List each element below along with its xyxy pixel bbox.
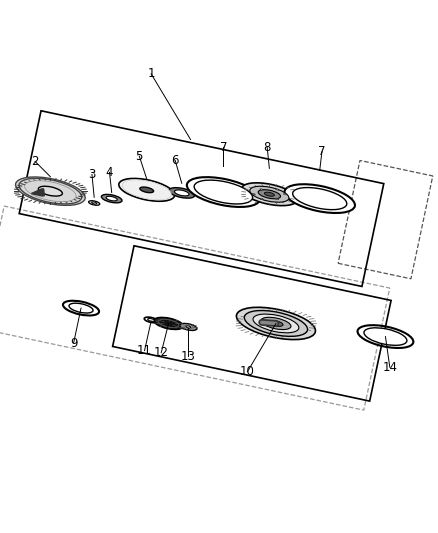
Ellipse shape xyxy=(276,189,279,190)
Text: 12: 12 xyxy=(154,346,169,359)
Ellipse shape xyxy=(69,303,93,313)
Ellipse shape xyxy=(140,187,154,192)
Text: 3: 3 xyxy=(88,168,95,181)
Ellipse shape xyxy=(258,190,281,199)
Ellipse shape xyxy=(154,318,183,329)
Text: 14: 14 xyxy=(382,361,397,374)
Ellipse shape xyxy=(276,198,279,199)
Text: 6: 6 xyxy=(171,154,179,167)
Ellipse shape xyxy=(364,328,407,345)
Ellipse shape xyxy=(250,186,289,202)
Ellipse shape xyxy=(174,190,189,196)
Text: 2: 2 xyxy=(31,155,39,168)
Ellipse shape xyxy=(122,180,171,200)
Ellipse shape xyxy=(283,193,286,195)
Text: 11: 11 xyxy=(137,344,152,357)
Ellipse shape xyxy=(293,188,347,209)
Ellipse shape xyxy=(252,193,255,195)
Text: 8: 8 xyxy=(264,141,271,154)
Ellipse shape xyxy=(148,319,155,321)
Ellipse shape xyxy=(92,202,97,204)
Ellipse shape xyxy=(19,179,82,204)
Text: 9: 9 xyxy=(70,337,78,350)
Ellipse shape xyxy=(119,179,175,201)
Ellipse shape xyxy=(260,198,263,199)
Ellipse shape xyxy=(169,188,194,198)
Ellipse shape xyxy=(237,308,315,340)
Ellipse shape xyxy=(159,319,179,328)
Ellipse shape xyxy=(186,326,191,328)
Text: 1: 1 xyxy=(147,67,155,80)
Ellipse shape xyxy=(244,311,307,336)
Text: 4: 4 xyxy=(106,166,113,179)
Ellipse shape xyxy=(180,324,197,330)
Ellipse shape xyxy=(106,196,117,201)
Text: 7: 7 xyxy=(318,146,326,158)
Ellipse shape xyxy=(25,181,76,201)
Ellipse shape xyxy=(187,177,260,207)
Ellipse shape xyxy=(253,314,299,333)
Text: 5: 5 xyxy=(136,150,143,163)
Ellipse shape xyxy=(194,180,253,204)
FancyArrow shape xyxy=(32,189,44,196)
Ellipse shape xyxy=(285,184,355,213)
Text: 13: 13 xyxy=(181,350,196,363)
Ellipse shape xyxy=(88,201,100,205)
Ellipse shape xyxy=(269,320,283,326)
Ellipse shape xyxy=(265,192,274,196)
Ellipse shape xyxy=(241,183,297,206)
Ellipse shape xyxy=(101,195,122,203)
Ellipse shape xyxy=(16,177,85,205)
Ellipse shape xyxy=(261,317,291,329)
Text: 10: 10 xyxy=(240,365,255,378)
Ellipse shape xyxy=(39,186,62,196)
Text: 7: 7 xyxy=(219,141,227,154)
Ellipse shape xyxy=(260,189,263,190)
